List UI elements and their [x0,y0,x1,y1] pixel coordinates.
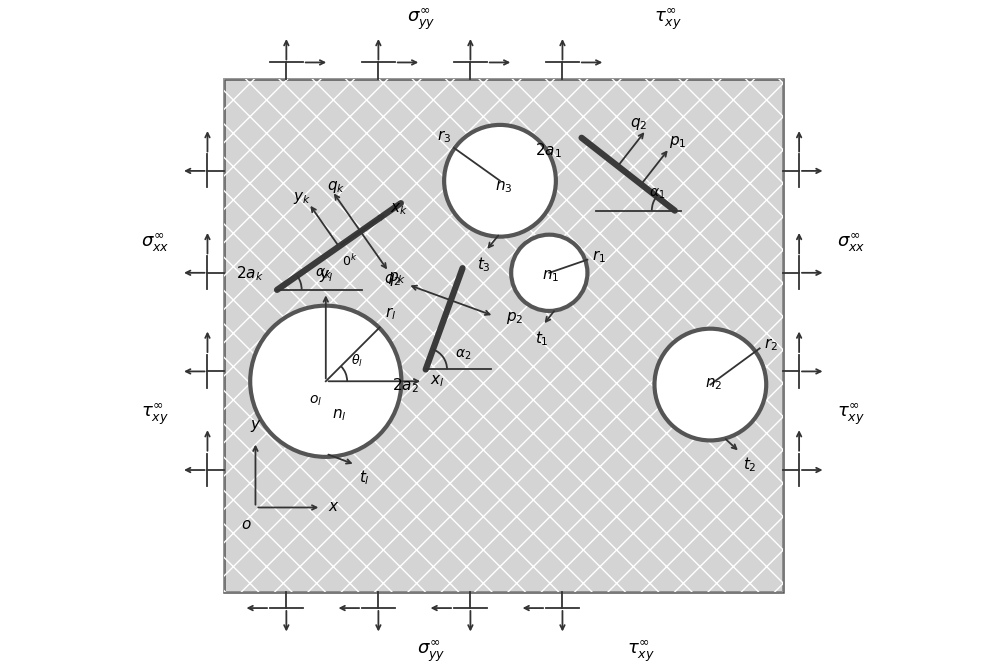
Text: $n_2$: $n_2$ [705,376,722,392]
Text: $2a_2$: $2a_2$ [392,376,419,395]
Circle shape [654,329,766,440]
Text: $\sigma_{yy}^{\infty}$: $\sigma_{yy}^{\infty}$ [417,638,445,664]
Text: $q_2$: $q_2$ [384,272,401,288]
Text: $r_1$: $r_1$ [592,248,606,265]
Text: $q_2$: $q_2$ [630,116,647,132]
Circle shape [444,125,556,237]
Text: $\theta_l$: $\theta_l$ [351,353,363,370]
Text: $2a_k$: $2a_k$ [236,264,264,283]
Text: $x$: $x$ [328,501,339,515]
Text: $\tau_{xy}^{\infty}$: $\tau_{xy}^{\infty}$ [837,402,865,427]
Text: $x_k$: $x_k$ [390,201,408,217]
Text: $n_1$: $n_1$ [542,268,559,284]
Text: $p_1$: $p_1$ [669,134,687,150]
Circle shape [250,306,401,457]
Text: $t_2$: $t_2$ [743,455,757,473]
Text: $\alpha_1$: $\alpha_1$ [649,186,665,201]
Text: $\sigma_{xx}^{\infty}$: $\sigma_{xx}^{\infty}$ [141,232,169,255]
Text: $t_1$: $t_1$ [535,329,548,348]
Text: $q_k$: $q_k$ [327,180,345,196]
Text: $x_l$: $x_l$ [430,374,444,389]
Text: $y_k$: $y_k$ [293,190,311,206]
Text: $r_2$: $r_2$ [764,336,778,354]
Text: $\alpha_2$: $\alpha_2$ [455,347,472,362]
Text: $y$: $y$ [250,418,261,434]
Text: $0^k$: $0^k$ [342,253,358,269]
Text: $n_l$: $n_l$ [332,408,347,424]
Polygon shape [224,79,783,592]
Text: $y_l$: $y_l$ [319,268,333,284]
Text: $o$: $o$ [241,518,252,532]
Text: $p_k$: $p_k$ [388,270,406,286]
Text: $o_l$: $o_l$ [309,393,323,408]
Text: $\tau_{xy}^{\infty}$: $\tau_{xy}^{\infty}$ [654,7,682,33]
Text: $\tau_{xy}^{\infty}$: $\tau_{xy}^{\infty}$ [141,402,169,427]
Text: $t_l$: $t_l$ [359,469,370,487]
Text: $t_3$: $t_3$ [477,255,490,274]
Text: $2a_1$: $2a_1$ [535,142,562,160]
Text: $r_3$: $r_3$ [437,128,451,144]
Text: $r_l$: $r_l$ [385,305,396,322]
Text: $\alpha_k$: $\alpha_k$ [315,267,332,281]
Circle shape [511,235,587,311]
Text: $\sigma_{yy}^{\infty}$: $\sigma_{yy}^{\infty}$ [407,7,435,33]
Text: $n_3$: $n_3$ [495,180,512,196]
Text: $\tau_{xy}^{\infty}$: $\tau_{xy}^{\infty}$ [627,638,655,664]
Text: $\sigma_{xx}^{\infty}$: $\sigma_{xx}^{\infty}$ [837,232,866,255]
Text: $p_2$: $p_2$ [506,310,523,326]
